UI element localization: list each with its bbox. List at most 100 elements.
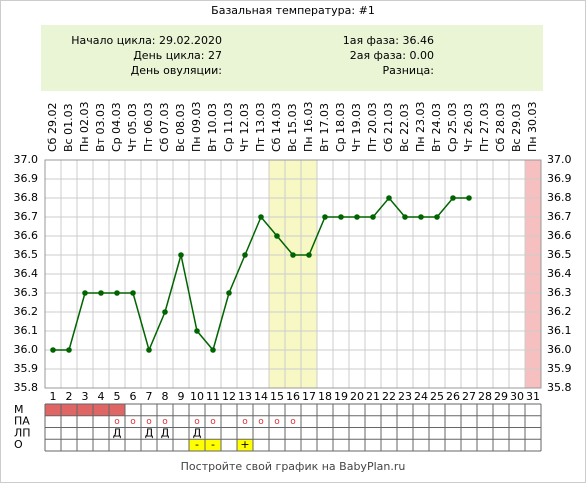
x-tick-label: 27 <box>462 390 476 403</box>
date-label: Чт 19.03 <box>350 103 363 152</box>
row-symbol: o <box>210 417 216 427</box>
x-tick-label: 19 <box>334 390 348 403</box>
temperature-point <box>82 290 88 296</box>
date-label: Вт 03.03 <box>94 103 107 152</box>
x-tick-label: 10 <box>190 390 204 403</box>
y-tick-label: 36.0 <box>547 343 572 356</box>
x-tick-label: 16 <box>286 390 300 403</box>
x-tick-label: 1 <box>50 390 57 403</box>
y-tick-label: 36.5 <box>547 248 572 261</box>
y-tick-label: 36.3 <box>547 286 572 299</box>
date-label: Вт 17.03 <box>318 103 331 152</box>
row-cell <box>77 404 93 416</box>
row-label: М <box>14 403 24 416</box>
y-tick-label: 36.7 <box>14 210 39 223</box>
date-label: Сб 21.03 <box>382 103 395 152</box>
temperature-point <box>306 252 312 258</box>
temperature-point <box>418 214 424 220</box>
row-cell <box>189 439 205 451</box>
row-symbol: o <box>194 417 200 427</box>
x-tick-label: 22 <box>382 390 396 403</box>
x-tick-label: 2 <box>66 390 73 403</box>
x-tick-label: 29 <box>494 390 508 403</box>
date-label: Пн 16.03 <box>302 102 315 152</box>
temperature-point <box>370 214 376 220</box>
x-tick-label: 15 <box>270 390 284 403</box>
temperature-point <box>226 290 232 296</box>
info-text: Разница: <box>383 64 435 77</box>
row-symbol: Д <box>145 426 154 439</box>
row-symbol: o <box>146 417 152 427</box>
date-label: Пт 06.03 <box>142 102 155 152</box>
date-label: Сб 14.03 <box>270 103 283 152</box>
x-tick-label: 26 <box>446 390 460 403</box>
y-tick-label: 36.5 <box>14 248 39 261</box>
row-cell <box>45 404 61 416</box>
y-tick-label: 36.7 <box>547 210 572 223</box>
row-symbol: o <box>162 417 168 427</box>
row-cell <box>205 439 221 451</box>
temperature-point <box>146 347 152 353</box>
temperature-point <box>338 214 344 220</box>
date-label: Пн 09.03 <box>190 102 203 152</box>
row-symbol: o <box>114 417 120 427</box>
date-label: Пт 27.03 <box>478 102 491 152</box>
plot-border <box>44 159 542 389</box>
row-symbol: Д <box>193 426 202 439</box>
row-cell <box>61 404 77 416</box>
date-label: Ср 04.03 <box>110 102 123 152</box>
x-tick-label: 23 <box>398 390 412 403</box>
date-label: Вт 10.03 <box>206 103 219 152</box>
temperature-point <box>114 290 120 296</box>
x-tick-label: 13 <box>238 390 252 403</box>
info-text: 2ая фаза: 0.00 <box>350 49 434 62</box>
date-label: Пт 20.03 <box>366 102 379 152</box>
temperature-point <box>194 328 200 334</box>
temperature-point <box>66 347 72 353</box>
temperature-point <box>98 290 104 296</box>
row-symbol: o <box>274 417 280 427</box>
date-label: Чт 12.03 <box>238 103 251 152</box>
temperature-point <box>178 252 184 258</box>
temperature-point <box>50 347 56 353</box>
row-cell-text: + <box>240 438 249 451</box>
y-tick-label: 35.9 <box>547 362 572 375</box>
temperature-point <box>450 195 456 201</box>
temperature-point <box>402 214 408 220</box>
y-tick-label: 36.4 <box>14 267 39 280</box>
y-tick-label: 35.8 <box>14 381 39 394</box>
y-tick-label: 36.8 <box>14 191 39 204</box>
x-tick-label: 24 <box>414 390 428 403</box>
row-symbol: Д <box>113 426 122 439</box>
x-tick-label: 30 <box>510 390 524 403</box>
info-text: День цикла: 27 <box>133 49 222 62</box>
row-symbol: o <box>242 417 248 427</box>
y-tick-label: 36.4 <box>547 267 572 280</box>
x-tick-label: 20 <box>350 390 364 403</box>
y-tick-label: 37.0 <box>547 153 572 166</box>
date-label: Пн 30.03 <box>526 102 539 152</box>
y-tick-label: 35.9 <box>14 362 39 375</box>
x-tick-label: 7 <box>146 390 153 403</box>
temperature-point <box>210 347 216 353</box>
x-tick-label: 28 <box>478 390 492 403</box>
date-label: Вт 24.03 <box>430 103 443 152</box>
temperature-point <box>290 252 296 258</box>
x-tick-label: 25 <box>430 390 444 403</box>
temperature-point <box>386 195 392 201</box>
x-tick-label: 11 <box>206 390 220 403</box>
temperature-point <box>274 233 280 239</box>
row-label: О <box>14 438 23 451</box>
row-cell-text: - <box>195 438 199 451</box>
date-label: Вс 15.03 <box>286 103 299 152</box>
temperature-point <box>322 214 328 220</box>
y-tick-label: 36.9 <box>14 172 39 185</box>
date-label: Вс 08.03 <box>174 103 187 152</box>
date-label: Пн 23.03 <box>414 102 427 152</box>
temperature-point <box>130 290 136 296</box>
date-label: Чт 26.03 <box>462 103 475 152</box>
date-label: Вс 29.03 <box>510 103 523 152</box>
x-tick-label: 31 <box>526 390 540 403</box>
info-text: День овуляции: <box>131 64 222 77</box>
temperature-point <box>434 214 440 220</box>
